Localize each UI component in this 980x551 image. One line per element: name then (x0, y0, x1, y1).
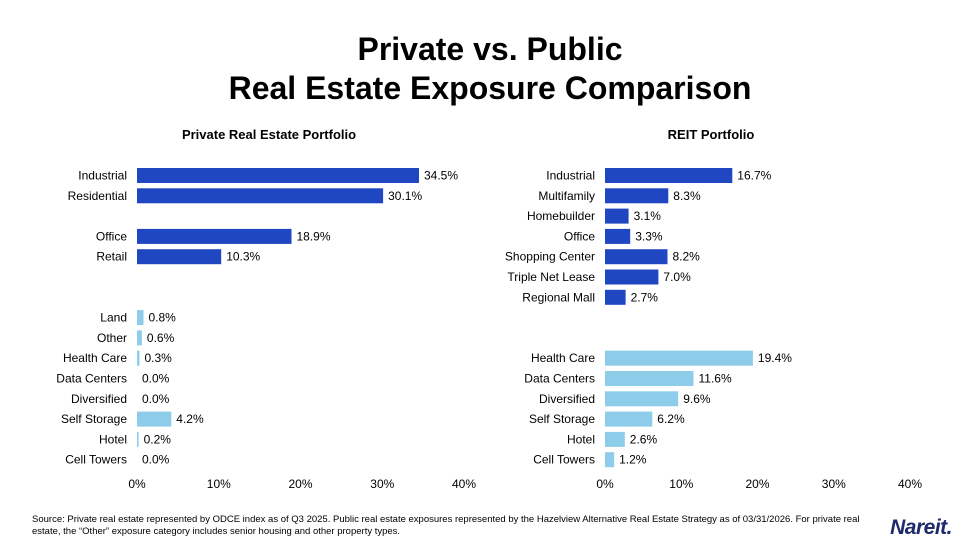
private-category-label-data-centers: Data Centers (56, 372, 127, 386)
private-bar-retail (137, 249, 222, 265)
reit-bar-shopping-center (605, 249, 668, 265)
reit-value-label-hotel: 2.6% (630, 432, 658, 446)
private-category-label-land: Land (100, 311, 127, 325)
private-value-label-self-storage: 4.2% (176, 412, 204, 426)
reit-category-label-health-care: Health Care (531, 351, 595, 365)
private-bar-other (137, 330, 142, 346)
reit-value-label-cell-towers: 1.2% (619, 453, 647, 467)
private-category-label-cell-towers: Cell Towers (65, 453, 127, 467)
private-value-label-cell-towers: 0.0% (142, 453, 170, 467)
private-x-tick-40: 40% (452, 477, 476, 491)
reit-category-label-industrial: Industrial (546, 169, 595, 183)
private-value-label-other: 0.6% (147, 331, 175, 345)
reit-value-label-self-storage: 6.2% (657, 412, 685, 426)
private-bar-land (137, 310, 144, 326)
reit-bar-homebuilder (605, 208, 629, 224)
reit-category-label-diversified: Diversified (539, 392, 595, 406)
reit-category-label-multifamily: Multifamily (538, 189, 595, 203)
private-category-label-self-storage: Self Storage (61, 412, 127, 426)
private-x-tick-10: 10% (207, 477, 231, 491)
reit-bar-cell-towers (605, 452, 615, 468)
chart-title-line-2: Real Estate Exposure Comparison (228, 70, 752, 106)
reit-category-label-shopping-center: Shopping Center (505, 250, 595, 264)
private-value-label-hotel: 0.2% (144, 432, 172, 446)
reit-bar-health-care (605, 350, 753, 366)
reit-x-tick-30: 30% (822, 477, 846, 491)
reit-category-label-office: Office (564, 229, 595, 243)
private-category-label-residential: Residential (68, 189, 127, 203)
private-category-label-hotel: Hotel (99, 432, 127, 446)
private-bar-industrial (137, 168, 419, 183)
reit-value-label-shopping-center: 8.2% (673, 250, 701, 264)
private-x-tick-20: 20% (288, 477, 312, 491)
reit-bar-multifamily (605, 188, 669, 204)
private-x-tick-0: 0% (128, 477, 146, 491)
reit-category-label-hotel: Hotel (567, 432, 595, 446)
reit-x-tick-0: 0% (596, 477, 614, 491)
reit-value-label-health-care: 19.4% (758, 351, 792, 365)
reit-value-label-regional-mall: 2.7% (631, 290, 659, 304)
reit-value-label-homebuilder: 3.1% (634, 209, 662, 223)
private-category-label-office: Office (96, 229, 127, 243)
reit-bar-triple-net-lease (605, 269, 659, 285)
reit-bar-diversified (605, 391, 679, 407)
private-x-tick-30: 30% (370, 477, 394, 491)
private-category-label-diversified: Diversified (71, 392, 127, 406)
private-bar-health-care (137, 350, 140, 366)
reit-bar-data-centers (605, 371, 694, 386)
private-bar-residential (137, 188, 384, 204)
reit-value-label-data-centers: 11.6% (699, 372, 732, 386)
private-chart-title: Private Real Estate Portfolio (182, 127, 356, 142)
private-bar-self-storage (137, 411, 172, 427)
reit-category-label-cell-towers: Cell Towers (533, 453, 595, 467)
source-footnote: Source: Private real estate represented … (32, 514, 860, 537)
private-category-label-health-care: Health Care (63, 351, 127, 365)
private-bar-office (137, 228, 292, 244)
private-bar-hotel (137, 431, 139, 447)
reit-bar-self-storage (605, 411, 653, 427)
private-value-label-diversified: 0.0% (142, 392, 170, 406)
reit-bar-hotel (605, 431, 625, 447)
private-category-label-other: Other (97, 331, 127, 345)
reit-value-label-multifamily: 8.3% (673, 189, 701, 203)
reit-bar-industrial (605, 168, 733, 183)
reit-x-tick-20: 20% (745, 477, 769, 491)
private-value-label-residential: 30.1% (388, 189, 422, 203)
reit-category-label-data-centers: Data Centers (524, 372, 595, 386)
private-category-label-retail: Retail (96, 250, 127, 264)
reit-value-label-industrial: 16.7% (737, 169, 771, 183)
private-value-label-data-centers: 0.0% (142, 372, 170, 386)
chart-title-line-1: Private vs. Public (357, 31, 623, 67)
reit-value-label-triple-net-lease: 7.0% (663, 270, 691, 284)
private-value-label-land: 0.8% (149, 311, 177, 325)
private-value-label-industrial: 34.5% (424, 169, 458, 183)
private-value-label-office: 18.9% (297, 229, 331, 243)
reit-value-label-office: 3.3% (635, 229, 663, 243)
reit-value-label-diversified: 9.6% (683, 392, 711, 406)
reit-bar-regional-mall (605, 289, 626, 305)
reit-category-label-self-storage: Self Storage (529, 412, 595, 426)
reit-x-tick-10: 10% (669, 477, 693, 491)
reit-category-label-regional-mall: Regional Mall (522, 290, 595, 304)
private-category-label-industrial: Industrial (78, 169, 127, 183)
nareit-logo: Nareit. (890, 516, 952, 539)
private-value-label-health-care: 0.3% (145, 351, 173, 365)
reit-bar-office (605, 228, 631, 244)
reit-category-label-triple-net-lease: Triple Net Lease (507, 270, 595, 284)
private-value-label-retail: 10.3% (226, 250, 260, 264)
reit-x-tick-40: 40% (898, 477, 922, 491)
reit-chart-title: REIT Portfolio (668, 127, 755, 142)
reit-category-label-homebuilder: Homebuilder (527, 209, 595, 223)
